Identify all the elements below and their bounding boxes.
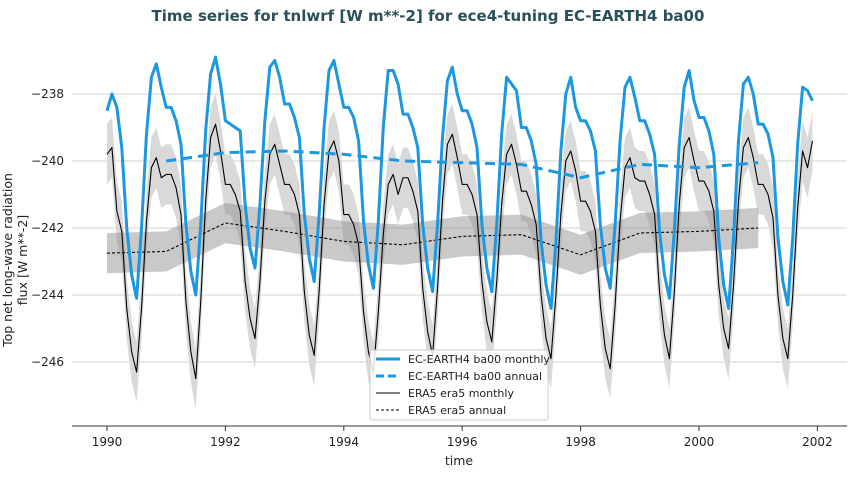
ec-earth4-monthly-line <box>105 55 814 310</box>
legend-label-era-annual: ERA5 era5 annual <box>408 404 506 417</box>
x-tick-label: 1994 <box>329 435 360 449</box>
legend: EC-EARTH4 ba00 monthly EC-EARTH4 ba00 an… <box>369 349 550 421</box>
x-axis-label: time <box>445 453 474 468</box>
y-ticks: −238 −240 −242 −244 −246 <box>31 87 64 369</box>
y-tick-label: −240 <box>31 154 64 168</box>
series-lines <box>105 55 814 380</box>
y-tick-label: −246 <box>31 355 64 369</box>
era5-monthly-band <box>107 94 813 409</box>
x-tick-label: 1998 <box>565 435 596 449</box>
legend-label-ec-monthly: EC-EARTH4 ba00 monthly <box>408 353 550 366</box>
uncertainty-bands <box>107 94 813 409</box>
y-tick-label: −238 <box>31 87 64 101</box>
x-tick-label: 2000 <box>684 435 715 449</box>
y-tick-label: −242 <box>31 221 64 235</box>
era5-annual-band <box>107 202 759 275</box>
y-axis-label-line2: flux [W m**-2] <box>15 215 30 305</box>
legend-label-ec-annual: EC-EARTH4 ba00 annual <box>408 370 542 383</box>
x-tick-label: 1990 <box>92 435 123 449</box>
legend-label-era-monthly: ERA5 era5 monthly <box>408 387 514 400</box>
x-ticks: 1990 1992 1994 1996 1998 2000 2002 <box>92 426 833 449</box>
x-tick-label: 2002 <box>802 435 833 449</box>
x-tick-label: 1992 <box>210 435 241 449</box>
chart-title: Time series for tnlwrf [W m**-2] for ece… <box>151 7 705 25</box>
x-tick-label: 1996 <box>447 435 478 449</box>
y-tick-label: −244 <box>31 288 64 302</box>
legend-box <box>369 349 549 421</box>
y-axis-label-line1: Top net long-wave radiation <box>0 173 15 348</box>
era5-monthly-line <box>106 123 814 380</box>
ec-earth4-annual-line <box>165 149 759 180</box>
